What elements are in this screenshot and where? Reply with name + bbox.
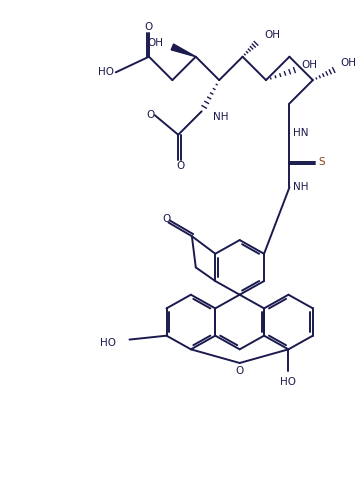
Text: O: O — [236, 366, 244, 376]
Text: HO: HO — [280, 377, 296, 388]
Text: NH: NH — [213, 112, 229, 122]
Polygon shape — [171, 44, 196, 56]
Text: OH: OH — [301, 59, 317, 70]
Text: O: O — [163, 214, 171, 224]
Text: OH: OH — [147, 38, 164, 48]
Text: S: S — [319, 157, 325, 167]
Text: OH: OH — [264, 30, 280, 40]
Text: NH: NH — [293, 183, 309, 192]
Text: O: O — [145, 22, 153, 33]
Text: HN: HN — [293, 128, 309, 138]
Text: O: O — [147, 110, 155, 120]
Text: HO: HO — [98, 67, 114, 77]
Text: HO: HO — [100, 338, 116, 349]
Text: O: O — [176, 161, 184, 171]
Text: OH: OH — [340, 57, 356, 68]
